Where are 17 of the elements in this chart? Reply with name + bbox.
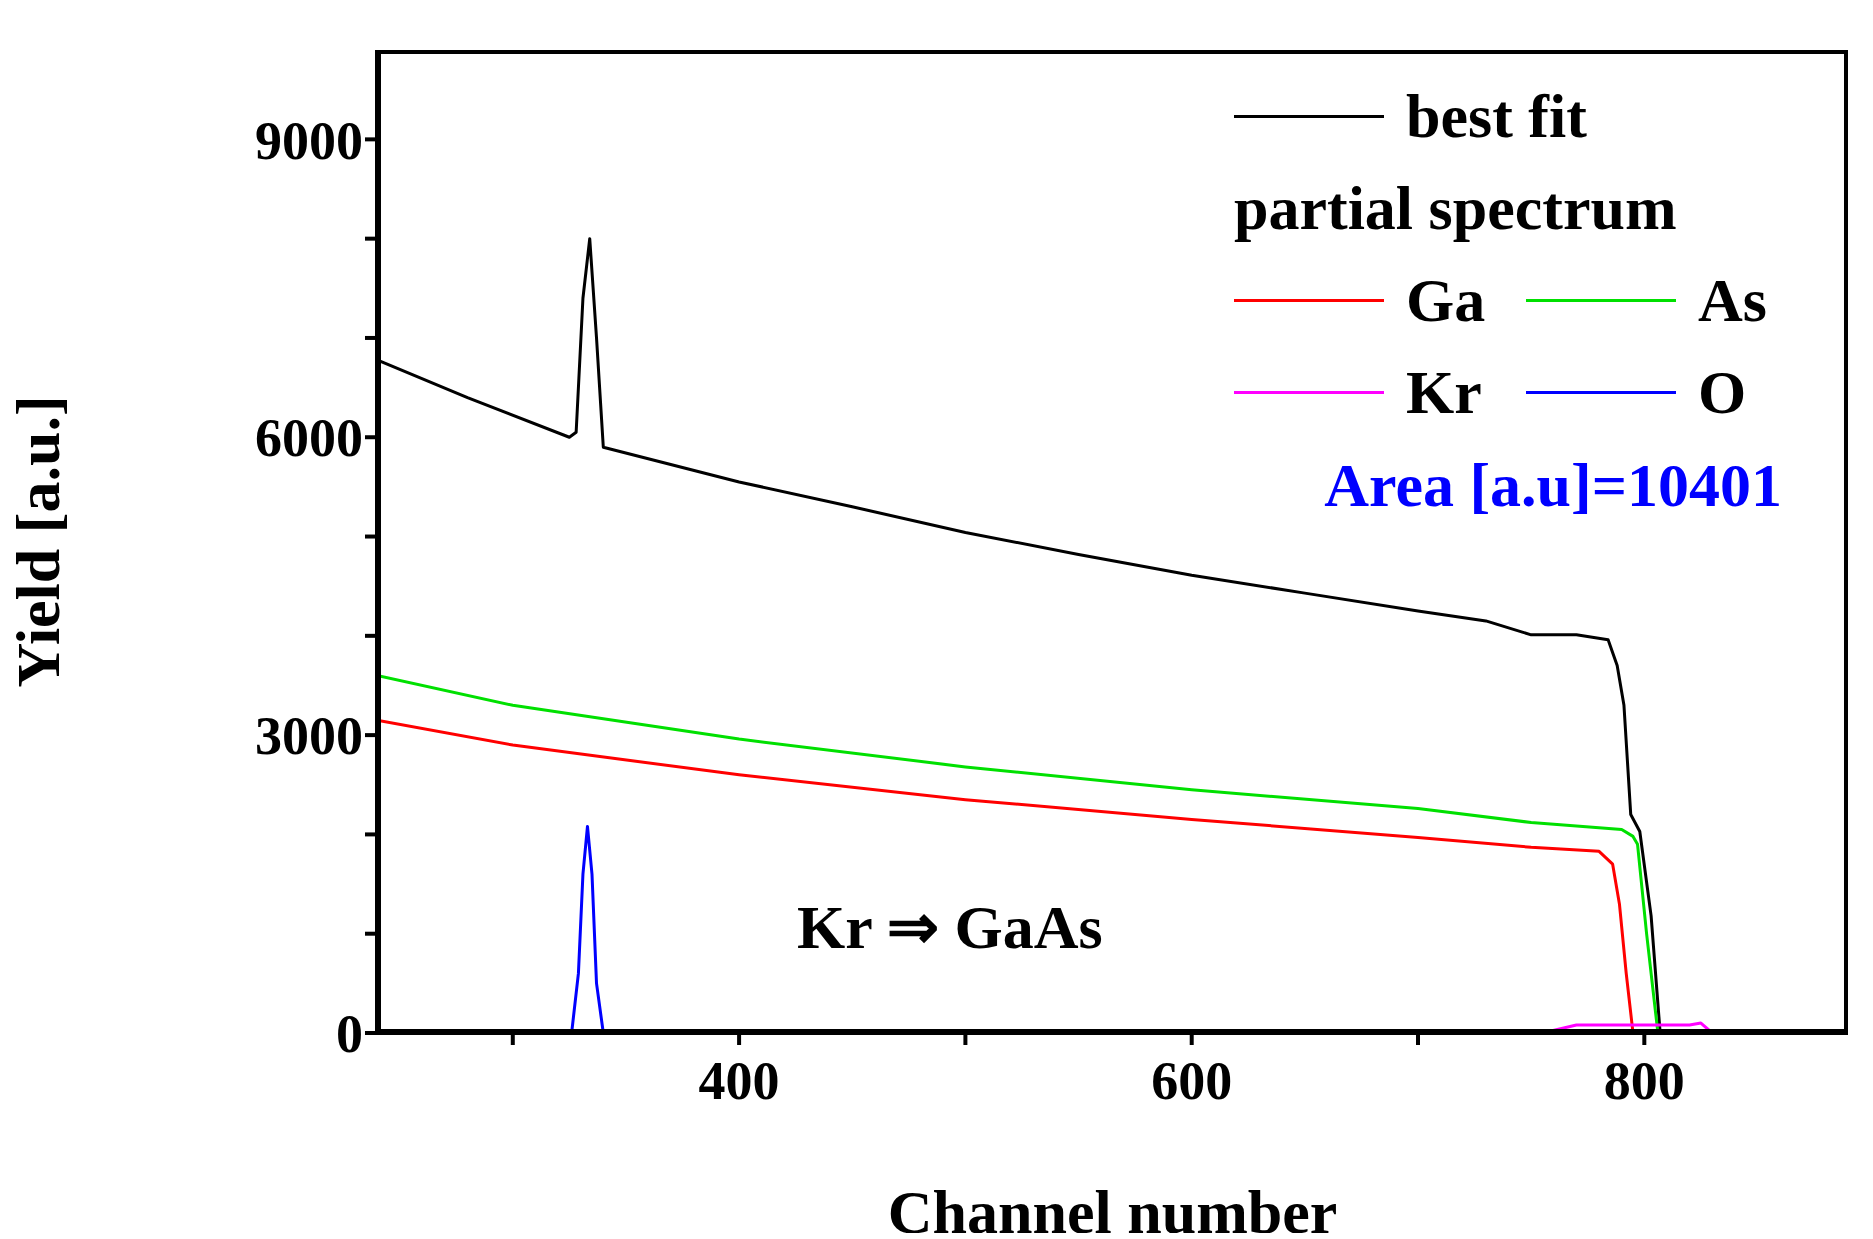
y-tick-label: 3000 xyxy=(255,706,363,767)
x-tick-label: 800 xyxy=(1603,1051,1685,1112)
legend-label: Ga xyxy=(1406,265,1487,336)
y-tick-label: 6000 xyxy=(255,408,363,469)
annotation: Kr ⇒ GaAs xyxy=(797,892,1103,963)
x-tick-label: 400 xyxy=(698,1051,780,1112)
y-tick-label: 0 xyxy=(336,1004,363,1065)
x-axis-title: Channel number xyxy=(887,1178,1338,1239)
annotation: Area [a.u]=10401 xyxy=(1324,450,1782,521)
y-tick-label: 9000 xyxy=(255,110,363,171)
legend-label: As xyxy=(1698,265,1768,336)
x-tick-label: 600 xyxy=(1151,1051,1233,1112)
y-axis-title: Yield [a.u.] xyxy=(4,395,73,688)
legend-label: best fit xyxy=(1406,81,1587,152)
legend-title: partial spectrum xyxy=(1234,173,1678,244)
legend-label: O xyxy=(1698,357,1748,428)
legend-label: Kr xyxy=(1406,357,1483,428)
